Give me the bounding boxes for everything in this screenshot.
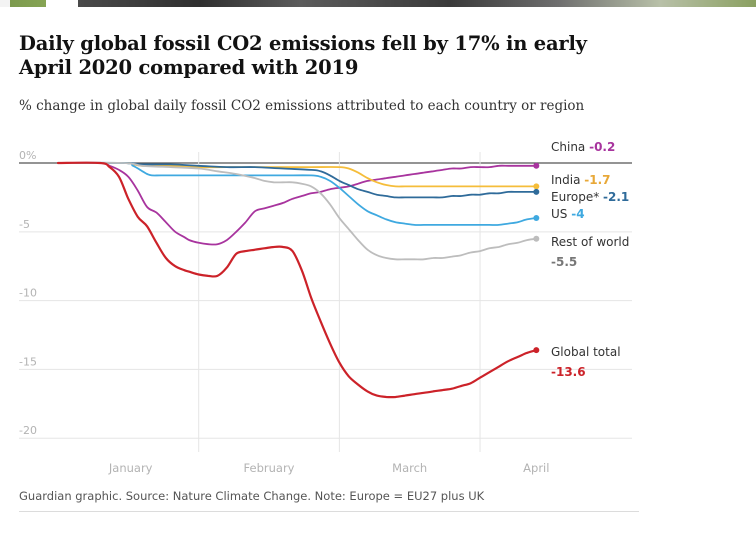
footer-divider: [19, 511, 639, 512]
series-endpoint-china: [533, 162, 540, 169]
series-line-india: [57, 162, 538, 188]
series-value-us: -4: [571, 207, 584, 221]
y-tick-label: -5: [19, 218, 30, 231]
series-label-us: US -4: [551, 207, 585, 221]
series-line-rest-of-world: [57, 161, 538, 261]
series-value-india: -1.7: [584, 173, 610, 187]
series-labels: China -0.2 India -1.7 Europe* -2.1 US -4 Res…: [551, 140, 629, 379]
x-tick-label: March: [392, 461, 427, 475]
y-tick-label: -10: [19, 287, 37, 300]
axis-labels: 0% -5 -10 -15 -20 January February March April: [19, 149, 549, 475]
y-tick-label: -20: [19, 424, 37, 437]
series-label-china: China -0.2: [551, 140, 615, 154]
series-line-china: [57, 161, 538, 246]
x-tick-label: February: [244, 461, 295, 475]
series-endpoint-us: [533, 215, 540, 222]
header-photo-strip: [0, 0, 756, 7]
series-lines: [56, 161, 540, 399]
series-value-global-total: -13.6: [551, 365, 586, 379]
series-label-india: India -1.7: [551, 173, 611, 187]
series-endpoint-india: [533, 183, 540, 190]
y-tick-label: 0%: [19, 149, 36, 162]
gridlines: [19, 152, 632, 452]
series-value-china: -0.2: [589, 140, 615, 154]
series-value-europe: -2.1: [603, 190, 629, 204]
series-endpoint-rest-of-world: [533, 235, 540, 242]
y-tick-label: -15: [19, 355, 37, 368]
series-label-rest-of-world: Rest of world: [551, 235, 629, 249]
series-line-us: [57, 161, 538, 226]
series-line-global-total: [56, 161, 538, 399]
series-label-global-total: Global total: [551, 345, 621, 359]
source-note: Guardian graphic. Source: Nature Climate…: [19, 489, 485, 503]
x-tick-label: April: [523, 461, 549, 475]
series-endpoint-europe: [533, 188, 540, 195]
chart-subtitle: % change in global daily fossil CO2 emis…: [19, 98, 585, 114]
series-value-rest-of-world: -5.5: [551, 255, 577, 269]
chart-headline: Daily global fossil CO2 emissions fell b…: [19, 32, 587, 79]
series-line-europe: [57, 162, 538, 199]
x-tick-label: January: [108, 461, 153, 475]
series-label-europe: Europe* -2.1: [551, 190, 629, 204]
series-endpoint-global-total: [533, 347, 540, 354]
